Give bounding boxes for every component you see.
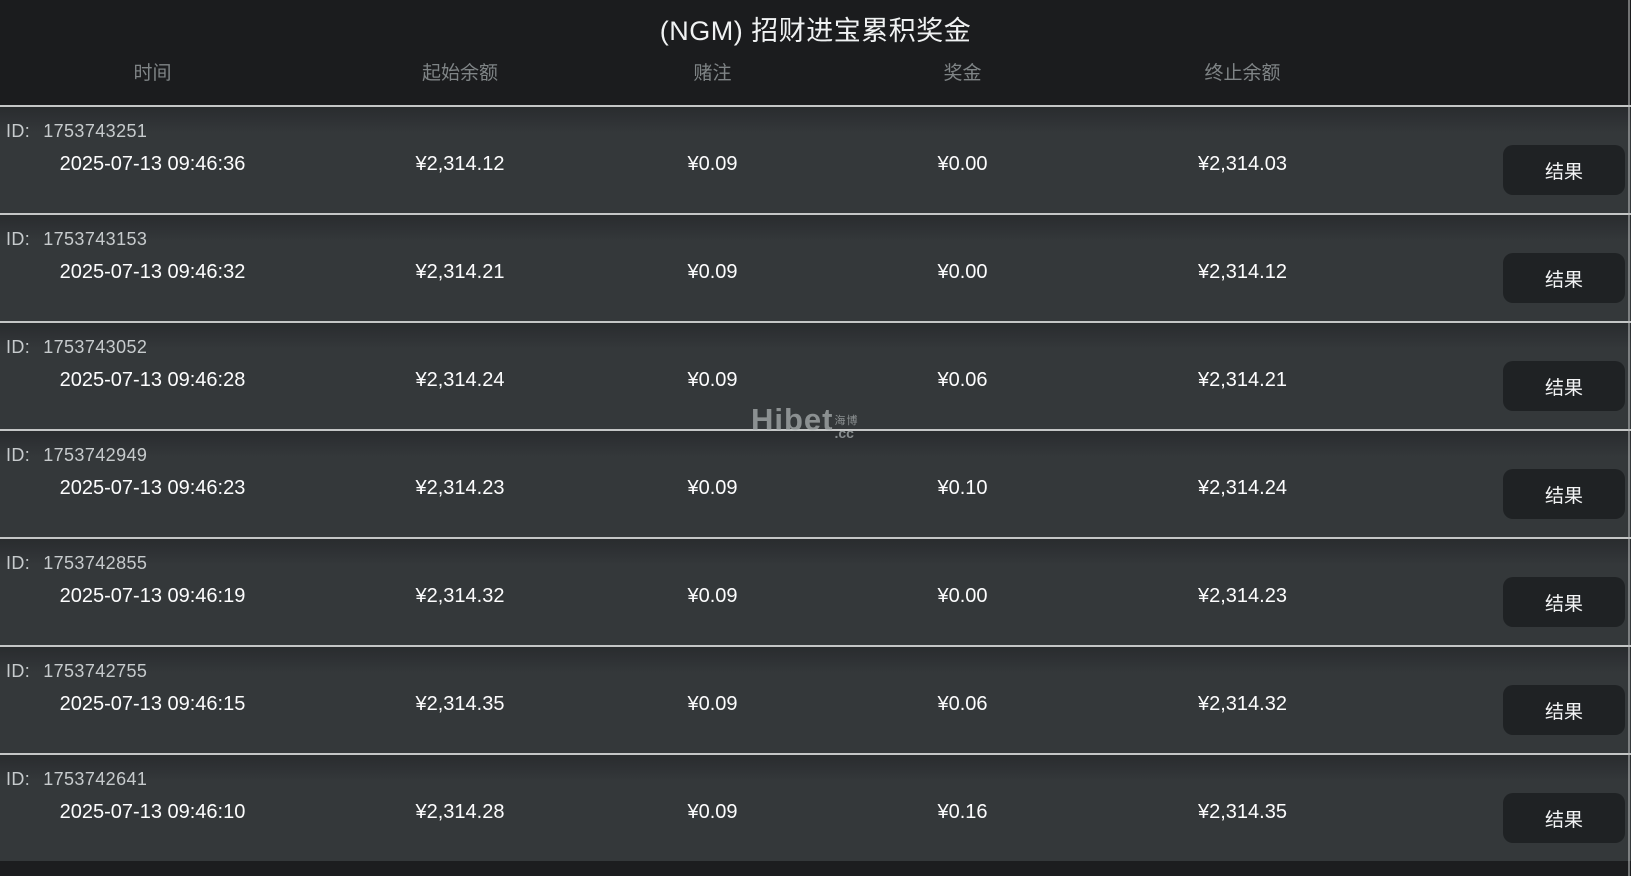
cell-start-balance: ¥2,314.21 — [415, 261, 505, 283]
result-button[interactable]: 结果 — [1503, 361, 1625, 411]
round-id: ID: 1753742641 — [6, 769, 147, 790]
cell-start-balance: ¥2,314.23 — [415, 477, 505, 499]
right-edge-scrollbar-line — [1628, 0, 1630, 876]
result-button[interactable]: 结果 — [1503, 685, 1625, 735]
cell-end-balance: ¥2,314.03 — [1198, 153, 1287, 175]
row-values: 2025-07-13 09:46:32 ¥2,314.21 ¥0.09 ¥0.0… — [0, 259, 1631, 285]
cell-prize: ¥0.16 — [937, 801, 988, 823]
result-button[interactable]: 结果 — [1503, 145, 1625, 195]
cell-prize: ¥0.10 — [937, 477, 988, 499]
table-row: ID: 1753743052 2025-07-13 09:46:28 ¥2,314… — [0, 321, 1631, 429]
id-value: 1753743251 — [43, 121, 148, 141]
row-values: 2025-07-13 09:46:36 ¥2,314.12 ¥0.09 ¥0.0… — [0, 151, 1631, 177]
cell-time: 2025-07-13 09:46:10 — [59, 801, 246, 823]
cell-start-balance: ¥2,314.12 — [415, 153, 505, 175]
table-column-headers: 时间 起始余额 赌注 奖金 终止余额 — [0, 58, 1631, 85]
table-row: ID: 1753742641 2025-07-13 09:46:10 ¥2,314… — [0, 753, 1631, 861]
cell-bet: ¥0.09 — [687, 693, 738, 715]
id-label: ID: — [6, 121, 31, 141]
cell-bet: ¥0.09 — [687, 477, 738, 499]
cell-prize: ¥0.00 — [937, 585, 988, 607]
cell-start-balance: ¥2,314.28 — [415, 801, 505, 823]
column-header-end-balance: 终止余额 — [1204, 63, 1281, 84]
row-values: 2025-07-13 09:46:23 ¥2,314.23 ¥0.09 ¥0.1… — [0, 475, 1631, 501]
cell-time: 2025-07-13 09:46:32 — [59, 261, 246, 283]
column-header-spacer — [1370, 58, 1631, 85]
row-values: 2025-07-13 09:46:10 ¥2,314.28 ¥0.09 ¥0.1… — [0, 799, 1631, 825]
cell-bet: ¥0.09 — [687, 585, 738, 607]
row-values: 2025-07-13 09:46:28 ¥2,314.24 ¥0.09 ¥0.0… — [0, 367, 1631, 393]
round-id: ID: 1753743052 — [6, 337, 147, 358]
id-label: ID: — [6, 445, 31, 465]
column-header-start-balance: 起始余额 — [421, 63, 498, 84]
row-values: 2025-07-13 09:46:15 ¥2,314.35 ¥0.09 ¥0.0… — [0, 691, 1631, 717]
table-row: ID: 1753742855 2025-07-13 09:46:19 ¥2,314… — [0, 537, 1631, 645]
cell-time: 2025-07-13 09:46:15 — [59, 693, 246, 715]
cell-end-balance: ¥2,314.24 — [1198, 477, 1287, 499]
cell-bet: ¥0.09 — [687, 261, 738, 283]
column-header-prize: 奖金 — [943, 63, 982, 84]
cell-bet: ¥0.09 — [687, 153, 738, 175]
id-value: 1753743052 — [43, 337, 148, 357]
cell-end-balance: ¥2,314.23 — [1198, 585, 1287, 607]
id-value: 1753742641 — [43, 769, 148, 789]
cell-start-balance: ¥2,314.24 — [415, 369, 505, 391]
row-values: 2025-07-13 09:46:19 ¥2,314.32 ¥0.09 ¥0.0… — [0, 583, 1631, 609]
id-value: 1753742755 — [43, 661, 148, 681]
id-label: ID: — [6, 661, 31, 681]
id-value: 1753742855 — [43, 553, 148, 573]
cell-prize: ¥0.00 — [937, 153, 988, 175]
result-button[interactable]: 结果 — [1503, 577, 1625, 627]
cell-start-balance: ¥2,314.35 — [415, 693, 505, 715]
cell-prize: ¥0.06 — [937, 693, 988, 715]
column-header-bet: 赌注 — [693, 63, 732, 84]
id-label: ID: — [6, 553, 31, 573]
page-header: (NGM) 招财进宝累积奖金 时间 起始余额 赌注 奖金 终止余额 — [0, 0, 1631, 105]
result-button[interactable]: 结果 — [1503, 253, 1625, 303]
id-label: ID: — [6, 769, 31, 789]
cell-end-balance: ¥2,314.32 — [1198, 693, 1287, 715]
id-label: ID: — [6, 229, 31, 249]
bet-history-list: ID: 1753743251 2025-07-13 09:46:36 ¥2,314… — [0, 105, 1631, 861]
round-id: ID: 1753742855 — [6, 553, 147, 574]
cell-time: 2025-07-13 09:46:28 — [59, 369, 246, 391]
round-id: ID: 1753743251 — [6, 121, 147, 142]
result-button[interactable]: 结果 — [1503, 793, 1625, 843]
cell-end-balance: ¥2,314.35 — [1198, 801, 1287, 823]
cell-end-balance: ¥2,314.21 — [1198, 369, 1287, 391]
round-id: ID: 1753742755 — [6, 661, 147, 682]
page-title: (NGM) 招财进宝累积奖金 — [659, 16, 972, 46]
id-value: 1753743153 — [43, 229, 148, 249]
column-header-time: 时间 — [133, 63, 172, 84]
cell-bet: ¥0.09 — [687, 369, 738, 391]
cell-prize: ¥0.06 — [937, 369, 988, 391]
result-button[interactable]: 结果 — [1503, 469, 1625, 519]
cell-time: 2025-07-13 09:46:23 — [59, 477, 246, 499]
cell-end-balance: ¥2,314.12 — [1198, 261, 1287, 283]
cell-time: 2025-07-13 09:46:19 — [59, 585, 246, 607]
table-row: ID: 1753743251 2025-07-13 09:46:36 ¥2,314… — [0, 105, 1631, 213]
id-label: ID: — [6, 337, 31, 357]
table-row: ID: 1753742755 2025-07-13 09:46:15 ¥2,314… — [0, 645, 1631, 753]
cell-start-balance: ¥2,314.32 — [415, 585, 505, 607]
round-id: ID: 1753742949 — [6, 445, 147, 466]
table-row: ID: 1753743153 2025-07-13 09:46:32 ¥2,314… — [0, 213, 1631, 321]
table-row: ID: 1753742949 2025-07-13 09:46:23 ¥2,314… — [0, 429, 1631, 537]
id-value: 1753742949 — [43, 445, 148, 465]
cell-time: 2025-07-13 09:46:36 — [59, 153, 246, 175]
round-id: ID: 1753743153 — [6, 229, 147, 250]
cell-prize: ¥0.00 — [937, 261, 988, 283]
cell-bet: ¥0.09 — [687, 801, 738, 823]
